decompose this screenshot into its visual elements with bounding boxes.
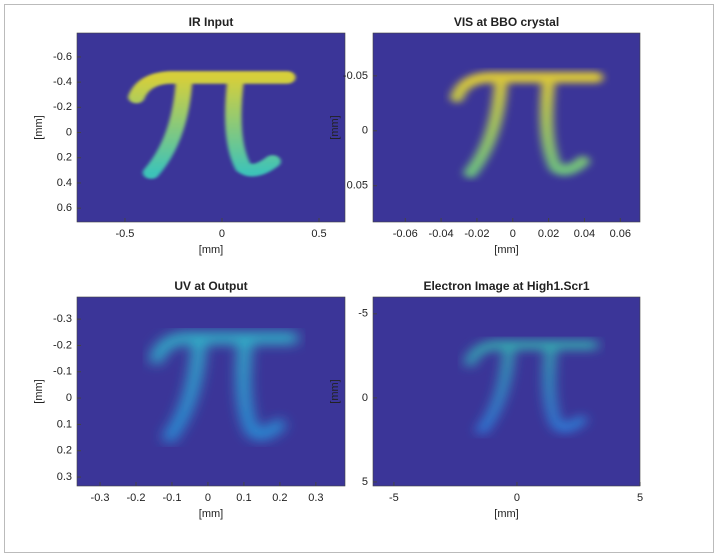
panel-title: Electron Image at High1.Scr1	[423, 279, 589, 293]
x-tick-label: 0	[514, 492, 520, 504]
image-background	[373, 33, 640, 222]
y-tick-label: 0.2	[57, 152, 72, 164]
y-tick-label: -0.3	[53, 313, 72, 325]
x-tick-label: -0.2	[127, 492, 146, 504]
x-tick-label: 0.06	[610, 228, 631, 240]
y-axis-label: [mm]	[33, 379, 45, 403]
y-tick-label: 0.1	[57, 418, 72, 430]
x-tick-label: -0.04	[429, 228, 454, 240]
y-tick-label: 5	[362, 476, 368, 488]
y-tick-label: 0.4	[57, 177, 72, 189]
x-tick-label: 0.1	[236, 492, 251, 504]
figure: -0.5 0 0.5 -0.6 -0.4 -0.2 0 0.2 0.4 0.6 IR Input [m…	[0, 0, 718, 557]
x-axis-label: [mm]	[199, 508, 223, 520]
y-tick-label: 0.6	[57, 202, 72, 214]
y-tick-label: -0.2	[53, 101, 72, 113]
y-tick-label: 0.05	[347, 180, 368, 192]
x-axis-label: [mm]	[494, 244, 518, 256]
y-axis-label: [mm]	[33, 115, 45, 139]
x-tick-label: -0.1	[162, 492, 181, 504]
y-tick-label: -0.6	[53, 51, 72, 63]
x-tick-label: -0.06	[393, 228, 418, 240]
y-tick-label: 0	[362, 392, 368, 404]
y-tick-label: 0.3	[57, 471, 72, 483]
panel-title: VIS at BBO crystal	[454, 15, 559, 29]
x-tick-label: 0.3	[308, 492, 323, 504]
x-tick-label: -5	[389, 492, 399, 504]
y-axis-label: [mm]	[329, 115, 341, 139]
y-tick-label: -0.05	[343, 70, 368, 82]
y-tick-label: 0.2	[57, 445, 72, 457]
x-tick-label: -0.3	[91, 492, 110, 504]
x-tick-label: 0.2	[272, 492, 287, 504]
x-tick-label: 5	[637, 492, 643, 504]
y-tick-label: -0.4	[53, 76, 72, 88]
image-background	[77, 297, 345, 486]
panel-title: IR Input	[189, 15, 234, 29]
x-tick-label: 0	[219, 228, 225, 240]
x-tick-label: 0.04	[574, 228, 595, 240]
y-tick-label: -5	[358, 308, 368, 320]
x-tick-label: 0.02	[538, 228, 559, 240]
y-axis-label: [mm]	[329, 379, 341, 403]
x-tick-label: 0	[510, 228, 516, 240]
y-tick-label: 0	[362, 125, 368, 137]
x-axis-label: [mm]	[199, 244, 223, 256]
y-tick-label: 0	[66, 126, 72, 138]
x-tick-label: 0	[205, 492, 211, 504]
y-tick-label: 0	[66, 392, 72, 404]
x-tick-label: 0.5	[311, 228, 326, 240]
y-tick-label: -0.1	[53, 366, 72, 378]
y-tick-label: -0.2	[53, 339, 72, 351]
x-tick-label: -0.5	[115, 228, 134, 240]
image-background	[77, 33, 345, 222]
panel-title: UV at Output	[174, 279, 247, 293]
x-axis-label: [mm]	[494, 508, 518, 520]
x-tick-label: -0.02	[464, 228, 489, 240]
